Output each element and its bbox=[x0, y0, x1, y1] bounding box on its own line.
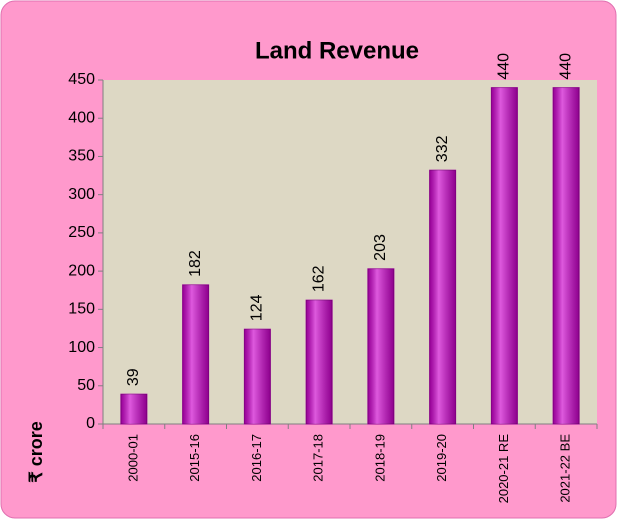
y-tick-label: 300 bbox=[68, 186, 95, 203]
bar-shine bbox=[120, 394, 147, 424]
bar-shine bbox=[182, 284, 209, 424]
plot-area bbox=[103, 80, 597, 424]
y-tick-label: 350 bbox=[68, 148, 95, 165]
x-tick-label: 2021-22 BE bbox=[558, 434, 573, 503]
y-tick-label: 200 bbox=[68, 262, 95, 279]
bar-shine bbox=[429, 170, 456, 424]
y-tick-label: 0 bbox=[86, 415, 95, 432]
x-tick-label: 2019-20 bbox=[434, 434, 449, 482]
bar-shine bbox=[244, 329, 271, 424]
data-label: 440 bbox=[496, 53, 513, 80]
bar-shine bbox=[367, 268, 394, 424]
y-tick-label: 150 bbox=[68, 301, 95, 318]
y-axis-label: ₹ crore bbox=[26, 421, 46, 482]
y-tick-label: 250 bbox=[68, 224, 95, 241]
x-tick-label: 2015-16 bbox=[187, 434, 202, 482]
data-label: 124 bbox=[249, 294, 266, 321]
bar-shine bbox=[553, 87, 580, 425]
data-label: 39 bbox=[125, 368, 142, 386]
x-tick-label: 2020-21 RE bbox=[496, 434, 511, 504]
x-tick-label: 2017-18 bbox=[311, 434, 326, 482]
data-label: 203 bbox=[372, 234, 389, 261]
bar-shine bbox=[491, 87, 518, 425]
y-tick-label: 400 bbox=[68, 109, 95, 126]
x-tick-label: 2000-01 bbox=[125, 434, 140, 482]
data-label: 182 bbox=[187, 250, 204, 277]
bar-shine bbox=[306, 300, 333, 424]
data-label: 332 bbox=[434, 135, 451, 162]
y-tick-label: 50 bbox=[77, 377, 95, 394]
chart-title: Land Revenue bbox=[255, 37, 419, 64]
x-tick-label: 2018-19 bbox=[372, 434, 387, 482]
y-tick-label: 100 bbox=[68, 339, 95, 356]
data-label: 440 bbox=[557, 53, 574, 80]
data-label: 162 bbox=[310, 265, 327, 292]
y-tick-label: 450 bbox=[68, 71, 95, 88]
x-tick-label: 2016-17 bbox=[249, 434, 264, 482]
